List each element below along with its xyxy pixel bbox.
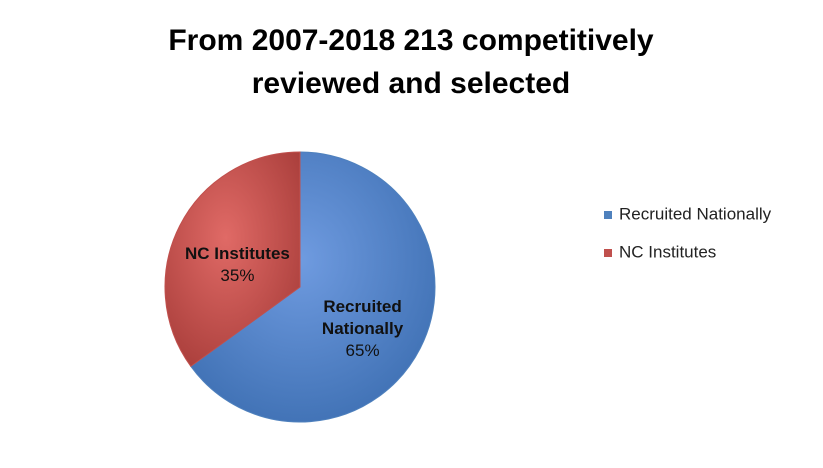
data-label-name: Recruited Nationally [321, 296, 404, 338]
legend-label: Recruited Nationally [619, 204, 772, 223]
pie-slice [190, 151, 436, 423]
data-label-value: 65% [345, 340, 380, 360]
data-label-name: NC Institutes [185, 244, 290, 264]
data-label: Recruited Nationally 65% [313, 296, 413, 362]
data-label-value: 35% [220, 266, 255, 286]
chart-title: reviewed and selected [252, 67, 571, 100]
pie-slice [164, 151, 301, 368]
chart-title: From 2007-2018 213 competitively [168, 24, 654, 57]
legend-marker [604, 211, 612, 219]
legend-marker [604, 249, 612, 257]
legend-label: NC Institutes [619, 242, 716, 261]
data-label: NC Institutes 35% [172, 243, 302, 287]
